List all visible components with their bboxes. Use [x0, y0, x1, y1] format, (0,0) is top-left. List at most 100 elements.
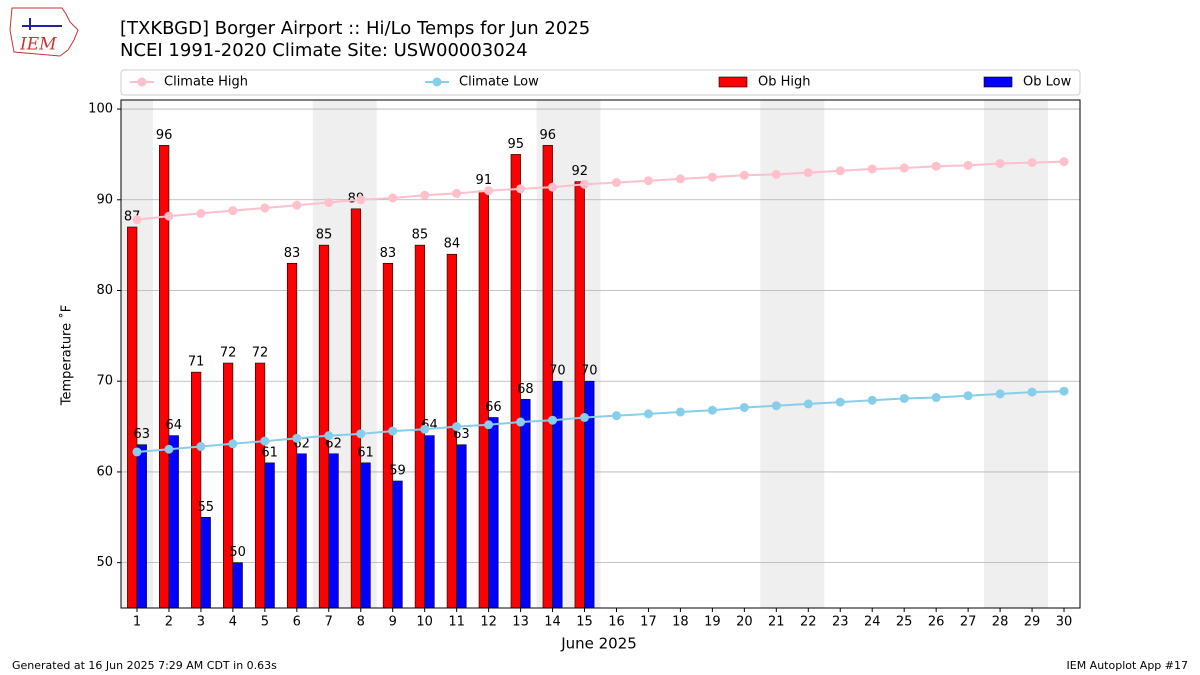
data-label: 61 [357, 445, 374, 460]
x-tick-label: 15 [576, 615, 593, 630]
line-marker [1059, 386, 1069, 396]
weekend-band [984, 100, 1049, 608]
data-label: 64 [165, 418, 182, 433]
line-marker [132, 447, 142, 457]
line-marker [931, 161, 941, 171]
legend-label: Ob High [758, 75, 811, 90]
footer-right: IEM Autoplot App #17 [1067, 659, 1189, 672]
x-tick-label: 28 [992, 615, 1009, 630]
line-marker [484, 186, 494, 196]
line-marker [899, 163, 909, 173]
chart-subtitle: NCEI 1991-2020 Climate Site: USW00003024 [120, 40, 528, 61]
line-marker [675, 407, 685, 417]
x-tick-label: 24 [864, 615, 881, 630]
line-marker [228, 206, 238, 216]
data-label: 68 [517, 382, 534, 397]
plot-frame [120, 99, 1081, 609]
y-tick-label: 90 [96, 192, 113, 207]
line-marker [835, 397, 845, 407]
line-marker [420, 424, 430, 434]
line-marker [164, 211, 174, 221]
line-marker [516, 184, 526, 194]
line-marker [196, 208, 206, 218]
line-marker [356, 195, 366, 205]
line-marker [739, 403, 749, 413]
data-label: 70 [581, 364, 598, 379]
x-tick-label: 1 [133, 615, 141, 630]
x-tick-label: 12 [480, 615, 497, 630]
line-marker [452, 422, 462, 432]
x-tick-label: 8 [357, 615, 365, 630]
bar [424, 435, 435, 609]
x-tick-label: 5 [261, 615, 269, 630]
line-marker [1027, 158, 1037, 168]
data-label: 66 [485, 400, 502, 415]
y-tick-label: 50 [96, 555, 113, 570]
x-tick-label: 3 [197, 615, 205, 630]
bar [232, 562, 243, 609]
x-tick-label: 30 [1056, 615, 1073, 630]
line-marker [675, 174, 685, 184]
data-label: 71 [188, 355, 205, 370]
bar [254, 362, 266, 609]
line-marker [548, 415, 558, 425]
data-label: 59 [389, 464, 406, 479]
line [136, 160, 1065, 221]
bar [552, 380, 563, 609]
bar [328, 453, 339, 609]
bar [136, 444, 147, 609]
x-axis-label: June 2025 [560, 635, 637, 653]
x-tick-label: 10 [416, 615, 433, 630]
line-marker [931, 393, 941, 403]
logo-shape [9, 7, 79, 57]
bar [318, 244, 330, 609]
line-marker [803, 399, 813, 409]
line-marker [771, 401, 781, 411]
logo: IEM [9, 7, 79, 57]
legend-label: Climate Low [459, 75, 539, 90]
data-label: 85 [316, 228, 333, 243]
legend-swatch [983, 76, 1013, 88]
bar [200, 516, 211, 609]
line-marker [580, 179, 590, 189]
x-tick-label: 20 [736, 615, 753, 630]
x-tick-label: 14 [544, 615, 561, 630]
bar [264, 462, 275, 609]
line-marker [803, 168, 813, 178]
logo-text: IEM [19, 35, 57, 55]
line-marker [388, 193, 398, 203]
data-label: 72 [220, 346, 237, 361]
line-marker [867, 395, 877, 405]
bar [456, 444, 467, 609]
x-tick-label: 7 [325, 615, 333, 630]
line-marker [963, 160, 973, 170]
data-label: 70 [549, 364, 566, 379]
y-tick-label: 60 [96, 464, 113, 479]
line-marker [1027, 387, 1037, 397]
x-tick-label: 16 [608, 615, 625, 630]
y-tick-label: 100 [88, 102, 113, 117]
line-marker [899, 393, 909, 403]
x-tick-label: 4 [229, 615, 237, 630]
line-marker [963, 391, 973, 401]
line-marker [771, 169, 781, 179]
legend-marker [137, 77, 147, 87]
line-marker [707, 172, 717, 182]
line-marker [324, 431, 334, 441]
legend-label: Ob Low [1023, 75, 1072, 90]
legend-box [120, 69, 1081, 96]
bar [296, 453, 307, 609]
x-tick-label: 19 [704, 615, 721, 630]
line-marker [867, 164, 877, 174]
x-tick-label: 22 [800, 615, 817, 630]
bar [392, 480, 403, 609]
data-label: 83 [284, 246, 301, 261]
x-tick-label: 6 [293, 615, 301, 630]
bar [574, 181, 585, 609]
chart-title: [TXKBGD] Borger Airport :: Hi/Lo Temps f… [120, 18, 590, 39]
data-label: 61 [261, 445, 278, 460]
x-tick-label: 29 [1024, 615, 1041, 630]
line-marker [548, 182, 558, 192]
